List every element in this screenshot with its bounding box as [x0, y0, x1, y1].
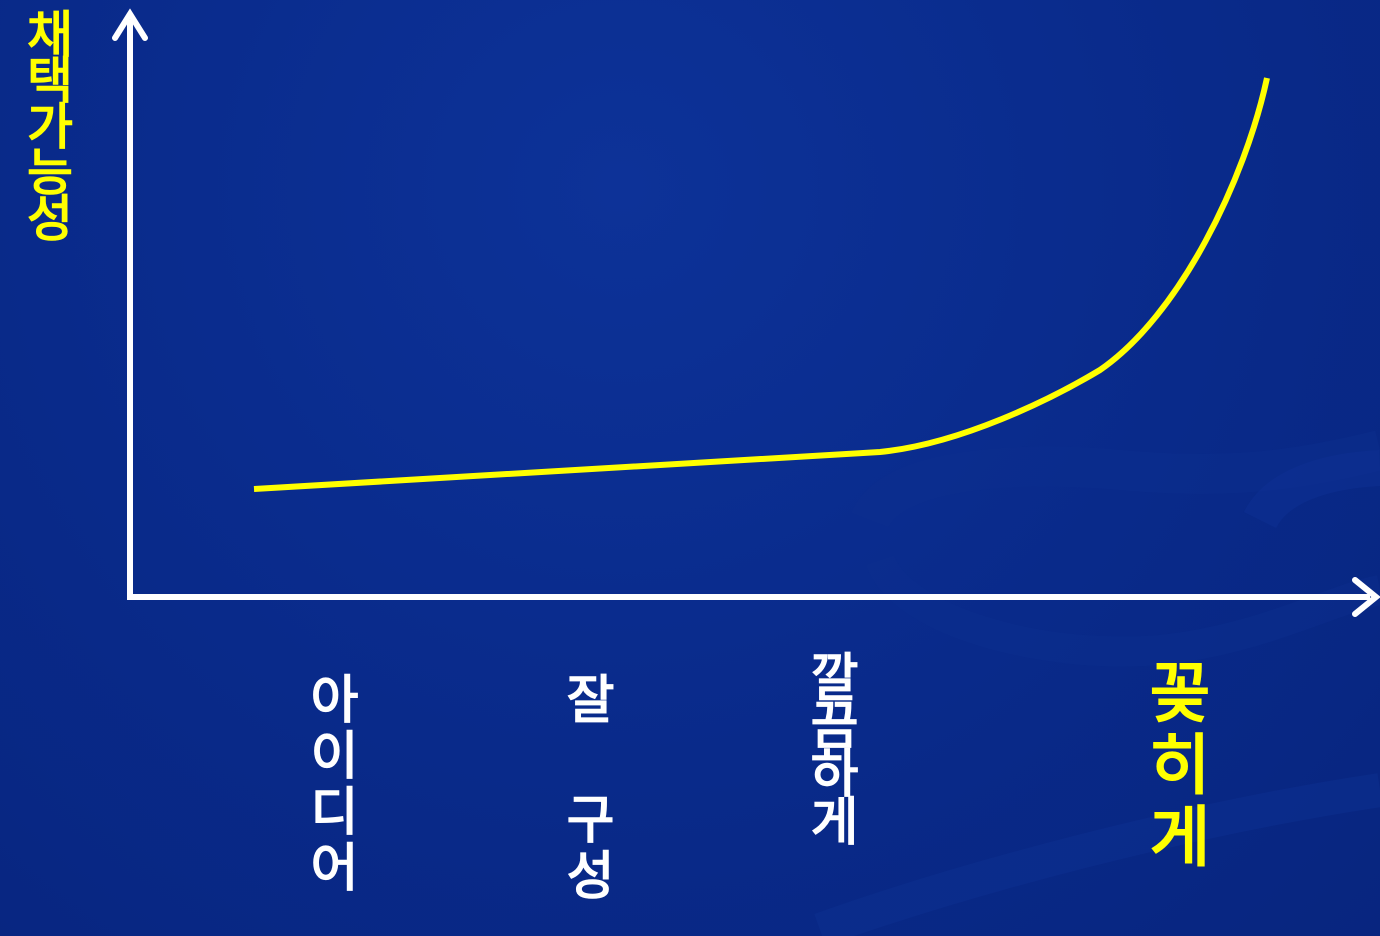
x-stage-label-striking: 꽂히게 — [1136, 658, 1213, 874]
x-axis-arrowhead — [1352, 577, 1380, 617]
y-axis-label: 채택가능성 — [17, 8, 75, 238]
y-axis-arrowhead — [112, 8, 148, 41]
x-stage-label-well-structured: 잘 구성 — [555, 672, 615, 904]
x-stage-label-neatly: 깔끔하게 — [799, 650, 859, 842]
adoption-curve — [253, 77, 1270, 492]
background-swoosh-decoration — [814, 430, 1380, 936]
x-stage-label-idea: 아이디어 — [299, 672, 359, 896]
